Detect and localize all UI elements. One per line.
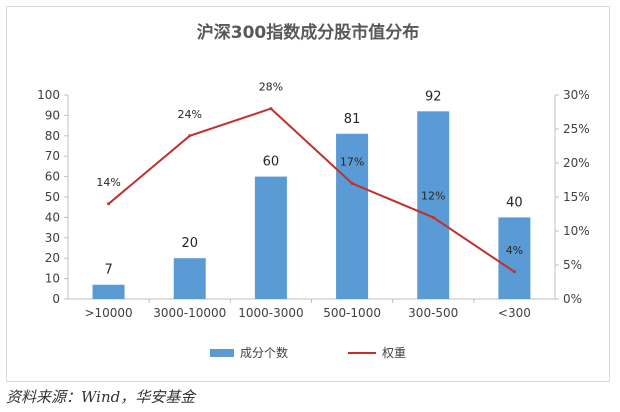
bar [336,133,369,299]
weight-point [512,270,516,274]
y-left-tick-label: 40 [45,210,60,224]
chart-legend: 成分个数 权重 [6,344,610,361]
x-tick-label: 300-500 [408,306,458,320]
bar-data-label: 20 [181,236,198,251]
bar [498,217,531,299]
legend-item-weight: 权重 [348,344,406,361]
weight-point [269,107,273,111]
chart-frame [6,6,610,382]
weight-point [107,202,111,206]
y-left-tick-label: 70 [45,149,60,163]
legend-swatch-bar [209,348,234,357]
bar [254,176,287,299]
legend-swatch-line [348,351,376,354]
y-right-tick-label: 30% [563,88,590,102]
x-tick-label: 1000-3000 [238,306,303,320]
y-left-tick-label: 50 [45,190,60,204]
bar-data-label: 60 [263,155,280,170]
y-left-tick-label: 60 [45,170,60,184]
chart-title: 沪深300指数成分股市值分布 [196,23,420,43]
weight-point [350,181,354,185]
bar [173,258,206,299]
y-left-tick-label: 100 [37,88,60,102]
weight-point [431,215,435,219]
x-tick-label: >10000 [84,306,132,320]
y-right-tick-label: 5% [563,258,582,272]
line-data-label: 24% [178,108,202,121]
y-left-tick-label: 0 [52,292,60,306]
y-right-tick-label: 10% [563,224,590,238]
source-note: 资料来源：Wind，华安基金 [6,388,196,406]
y-right-tick-label: 25% [563,122,590,136]
y-right-tick-label: 20% [563,156,590,170]
y-left-tick-label: 30 [45,231,60,245]
x-tick-label: <300 [498,306,531,320]
legend-label-count: 成分个数 [239,346,288,360]
bar-data-label: 92 [425,89,442,104]
line-data-label: 28% [259,81,283,94]
bar [92,284,125,299]
legend-label-weight: 权重 [382,346,407,360]
bar [417,111,450,299]
bar-data-label: 81 [344,112,361,127]
y-left-tick-label: 90 [45,108,60,122]
line-data-label: 4% [506,244,523,257]
y-left-tick-label: 80 [45,129,60,143]
weight-point [188,134,192,138]
y-right-tick-label: 15% [563,190,590,204]
line-data-label: 17% [340,155,364,168]
y-left-tick-label: 10 [45,272,60,286]
line-data-label: 12% [421,189,445,202]
line-data-label: 14% [96,176,120,189]
x-tick-label: 3000-10000 [153,306,226,320]
weight-line [107,107,515,273]
legend-item-count: 成分个数 [209,344,288,361]
bar-data-label: 40 [506,195,523,210]
y-left-tick-label: 20 [45,251,60,265]
bar-data-label: 7 [104,263,112,278]
y-right-tick-label: 0% [563,292,582,306]
x-tick-label: 500-1000 [323,306,381,320]
